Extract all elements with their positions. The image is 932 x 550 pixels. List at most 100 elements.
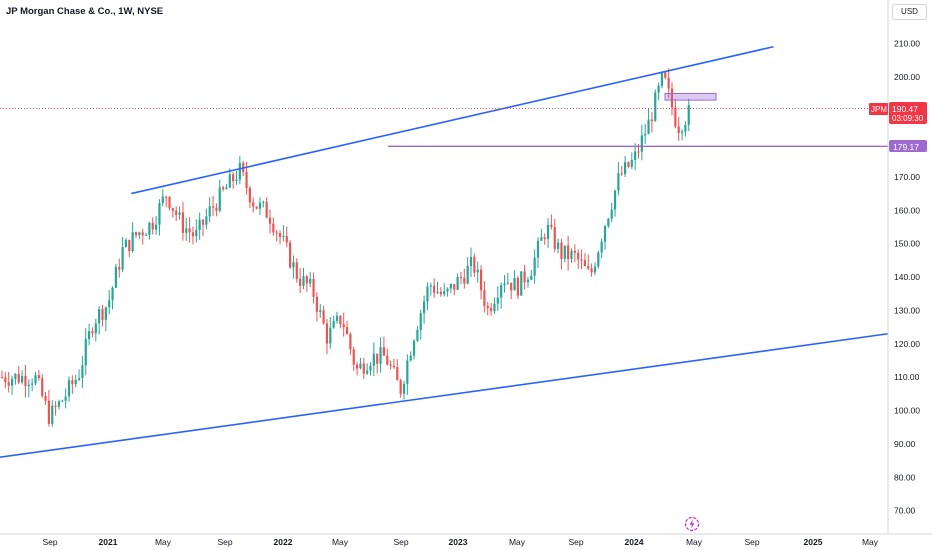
upper-trendline[interactable] — [131, 45, 774, 195]
candle-body — [21, 375, 24, 383]
time-tick-label: 2023 — [449, 537, 468, 547]
last-price-tag-bg — [889, 102, 927, 124]
candle-body — [121, 247, 124, 270]
candle-body — [198, 219, 201, 231]
candle-body — [409, 355, 412, 361]
candle-body — [158, 203, 161, 225]
candle-body — [597, 252, 600, 267]
candle-body — [657, 85, 660, 93]
candle-body — [580, 259, 583, 261]
candle-body — [416, 329, 419, 341]
candle-body — [44, 396, 47, 401]
candle-body — [37, 375, 40, 379]
candle-body — [339, 315, 342, 325]
candle-body — [563, 245, 566, 259]
candle-body — [677, 126, 680, 134]
candle-body — [587, 266, 590, 269]
candle-body — [41, 378, 44, 397]
currency-selector[interactable]: USD — [892, 4, 927, 20]
candle-body — [523, 271, 526, 283]
candle-body — [222, 187, 225, 190]
candle-body — [382, 347, 385, 356]
candle-body — [51, 405, 54, 424]
price-tick-label: 130.00 — [894, 305, 920, 315]
candle-body — [496, 297, 499, 304]
candle-body — [195, 230, 198, 237]
candle-body — [342, 324, 345, 328]
candle-body — [94, 323, 97, 334]
candle-body — [47, 400, 50, 424]
candle-body — [17, 373, 20, 383]
candle-body — [295, 262, 298, 279]
candle-body — [315, 296, 318, 312]
candle-body — [349, 334, 352, 350]
candle-body — [543, 237, 546, 239]
candle-body — [687, 105, 690, 125]
candle-body — [359, 363, 362, 369]
candle-body — [634, 151, 637, 160]
tradingview-lightning-icon[interactable] — [684, 516, 700, 532]
candle-body — [131, 232, 134, 252]
time-tick-label: 2025 — [804, 537, 823, 547]
time-tick-label: May — [862, 537, 879, 547]
candle-body — [486, 305, 489, 309]
candle-body — [4, 377, 7, 383]
candle-body — [630, 159, 633, 167]
candle-body — [654, 92, 657, 122]
candle-body — [141, 232, 144, 236]
lower-trendline[interactable] — [0, 332, 889, 459]
candle-body — [175, 210, 178, 215]
candle-body — [205, 216, 208, 225]
candle-body — [449, 284, 452, 289]
candle-body — [74, 379, 77, 385]
time-axis[interactable]: Sep 2021 May Sep 2022 May Sep 2023 May Sep 2024 May… — [42, 537, 878, 547]
candle-body — [650, 119, 653, 122]
candle-body — [225, 187, 228, 190]
candle-body — [34, 375, 37, 384]
candle-body — [91, 331, 94, 334]
candle-body — [546, 224, 550, 239]
symbol-tag-bg — [869, 103, 888, 115]
candle-body — [282, 236, 285, 238]
candle-body — [620, 173, 623, 175]
candle-body — [567, 245, 570, 260]
candle-body — [188, 228, 191, 233]
candle-body — [446, 288, 449, 292]
candle-body — [67, 380, 71, 397]
candle-body — [61, 400, 64, 402]
candle-body — [7, 382, 10, 386]
candle-body — [88, 331, 91, 339]
time-tick-label: Sep — [744, 537, 759, 547]
candle-body — [540, 237, 543, 241]
candle-body — [610, 209, 613, 219]
candles — [0, 68, 690, 427]
price-tick-label: 110.00 — [894, 372, 920, 382]
candle-body — [459, 277, 463, 279]
candle-body — [101, 309, 104, 320]
chart-title: JP Morgan Chase & Co., 1W, NYSE — [6, 6, 164, 17]
resistance-zone-box[interactable] — [664, 92, 717, 101]
candle-body — [366, 370, 369, 374]
candle-body — [513, 277, 516, 291]
candle-body — [419, 313, 422, 330]
candle-body — [262, 201, 265, 203]
candle-body — [31, 383, 34, 385]
price-tags: JPM 190.47 03:09:30 179.17 — [869, 102, 927, 152]
candle-body — [510, 282, 513, 291]
candle-body — [332, 320, 335, 328]
candle-body — [490, 308, 493, 312]
candle-body — [165, 196, 168, 198]
candle-body — [436, 291, 439, 293]
candle-body — [466, 266, 469, 284]
candle-body — [356, 364, 359, 369]
candle-body — [278, 233, 282, 238]
candle-body — [178, 212, 181, 215]
price-tick-label: 160.00 — [894, 205, 920, 215]
candle-body — [185, 228, 188, 233]
candle-body — [27, 384, 30, 387]
drawings[interactable] — [0, 45, 889, 459]
candle-body — [345, 327, 349, 335]
candle-body — [245, 172, 248, 188]
candle-body — [14, 373, 17, 379]
